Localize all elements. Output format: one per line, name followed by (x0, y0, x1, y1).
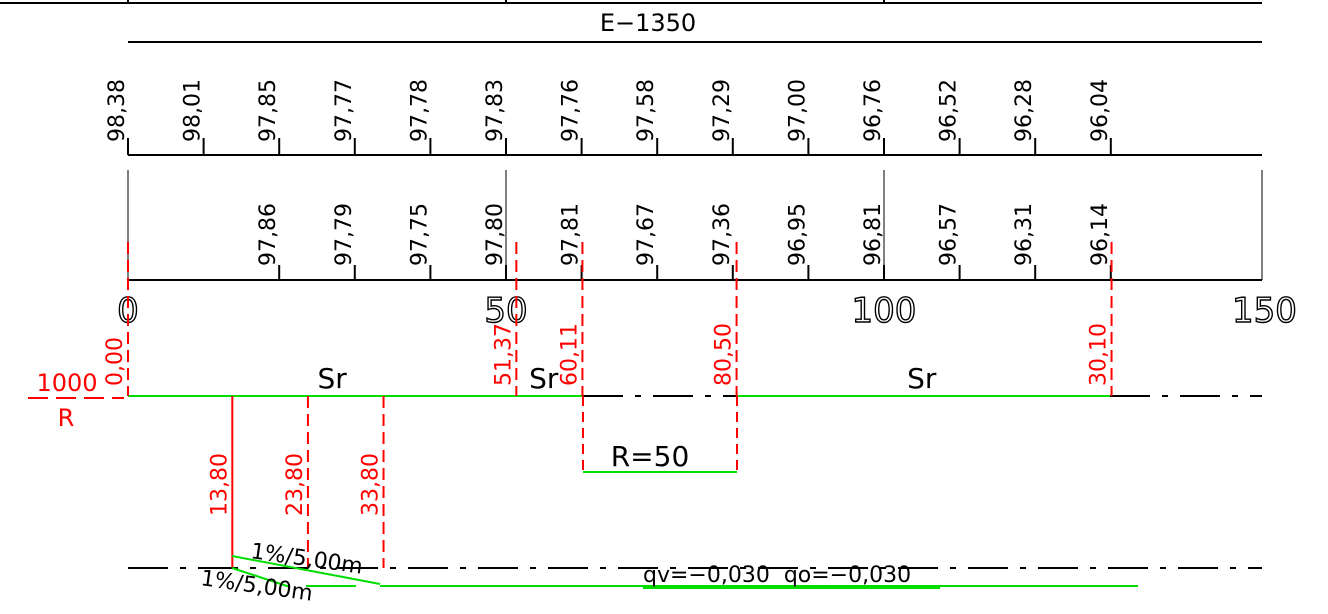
superelevation-markers: 13,80 23,80 33,80 (207, 396, 385, 568)
terrain-elevation-label: 96,28 (1012, 79, 1037, 142)
curve-box-sides (582, 396, 738, 472)
superelevation-marker-value: 13,80 (207, 453, 232, 516)
curvature-marker-value: 0,00 (103, 337, 128, 386)
station-label: 0 (117, 291, 139, 331)
design-elevation-label: 96,57 (937, 203, 962, 266)
curvature-marker-value: 60,11 (557, 323, 582, 386)
design-elevation-label: 97,36 (710, 203, 735, 266)
curvature-markers: 0,00 51,37 60,11 80,50 30,10 (103, 242, 1113, 396)
design-elevation-label: 97,75 (407, 203, 432, 266)
segment-label: Sr (529, 362, 559, 395)
terrain-elevation-label: 97,85 (256, 79, 281, 142)
curvature-segment-labels: Sr Sr Sr (317, 362, 936, 395)
ramp-label-lower: 1%/5,00m (199, 566, 314, 606)
design-elevations: 97,86 97,79 97,75 97,80 97,81 97,67 97,36 96,95… (256, 203, 1113, 280)
terrain-elevation-label: 97,29 (710, 79, 735, 142)
design-elevation-label: 97,86 (256, 203, 281, 266)
design-elevation-label: 97,67 (634, 203, 659, 266)
radius-symbol-label: R (58, 404, 75, 432)
superelevation-marker-value: 23,80 (283, 453, 308, 516)
design-elevation-label: 97,80 (483, 203, 508, 266)
terrain-elevation-label: 96,04 (1088, 79, 1113, 142)
header-lines (0, 0, 1262, 43)
terrain-elevation-label: 97,77 (332, 79, 357, 142)
ramp-label-upper: 1%/5,00m (249, 539, 364, 579)
design-elevation-label: 96,31 (1012, 203, 1037, 266)
profile-code: E−1350 (600, 9, 696, 37)
terrain-elevation-label: 97,76 (559, 79, 584, 142)
alignment-line (128, 395, 1110, 473)
station-label: 100 (852, 291, 917, 331)
terrain-elevation-label: 97,78 (407, 79, 432, 142)
terrain-elevation-label: 98,01 (181, 79, 206, 142)
station-label: 50 (484, 291, 527, 331)
design-elevation-label: 96,81 (861, 203, 886, 266)
design-elevation-label: 96,95 (785, 203, 810, 266)
terrain-elevation-label: 97,00 (785, 79, 810, 142)
radius-legend: 1000 R (28, 369, 124, 432)
radius-value-label: 1000 (36, 369, 97, 397)
superelevation-marker-value: 33,80 (359, 453, 384, 516)
terrain-elevation-label: 97,83 (483, 79, 508, 142)
segment-label: Sr (907, 362, 937, 395)
design-elevation-label: 97,79 (332, 203, 357, 266)
superelevation-lines (231, 555, 1138, 588)
curve-radius-label: R=50 (611, 440, 690, 473)
terrain-elevation-label: 96,52 (937, 79, 962, 142)
curvature-marker-value: 51,37 (491, 323, 516, 386)
terrain-elevation-label: 98,38 (105, 79, 130, 142)
station-label: 150 (1232, 291, 1297, 331)
curvature-marker-value: 80,50 (712, 323, 737, 386)
cross-slope-label: qv=−0,030 qo=−0,030 (643, 563, 911, 588)
terrain-elevation-label: 96,76 (861, 79, 886, 142)
curvature-marker-value: 30,10 (1087, 323, 1112, 386)
segment-label: Sr (317, 362, 347, 395)
grid-verticals (127, 170, 1263, 280)
terrain-elevations: 98,38 98,01 97,85 97,77 97,78 97,83 97,76 97,58… (105, 79, 1113, 155)
terrain-elevation-label: 97,58 (634, 79, 659, 142)
design-elevation-label: 97,81 (559, 203, 584, 266)
station-labels: 0 50 100 150 (116, 290, 1297, 331)
design-elevation-label: 96,14 (1088, 203, 1113, 266)
